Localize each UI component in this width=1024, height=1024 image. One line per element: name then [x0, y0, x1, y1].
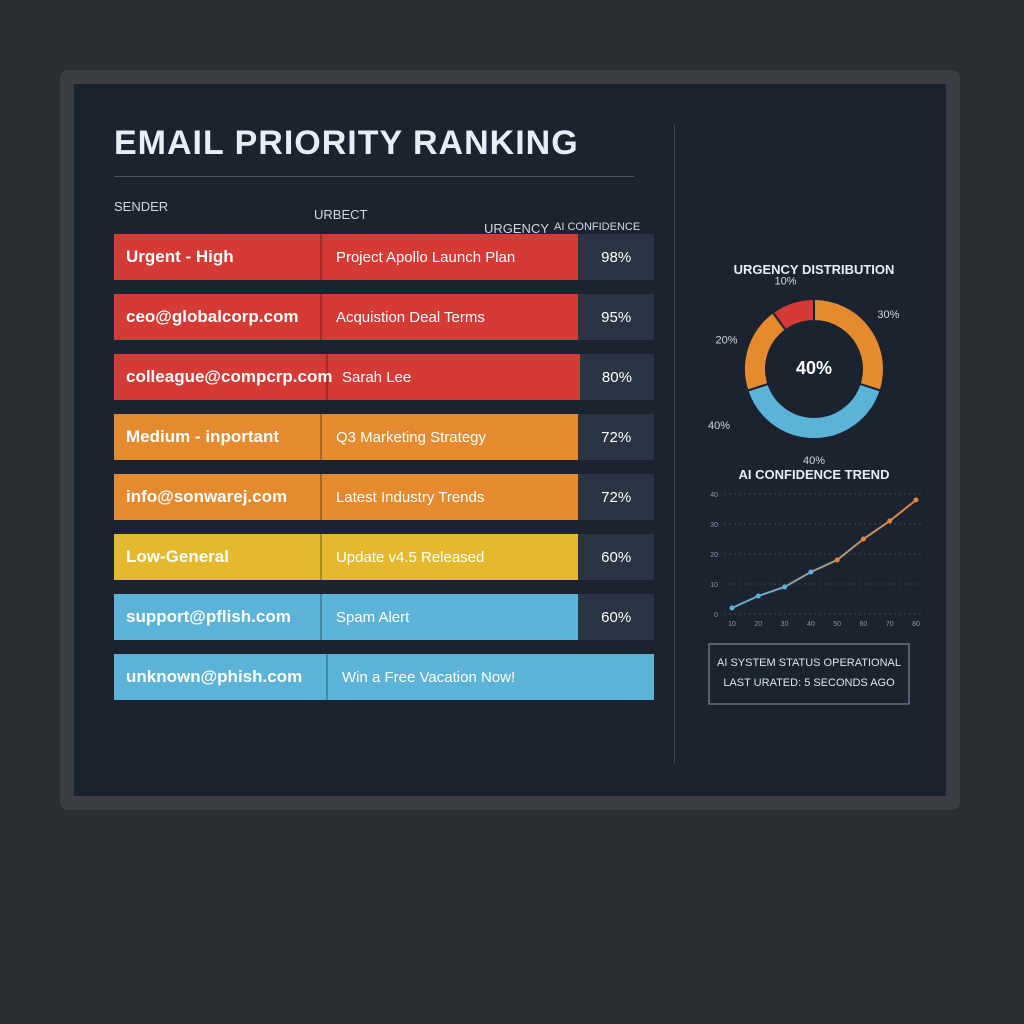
- confidence: 98%: [578, 234, 654, 280]
- trend-point: [834, 557, 840, 563]
- sender: Urgent - High: [114, 234, 322, 280]
- sender: unknown@phish.com: [114, 654, 328, 700]
- donut-segment: [746, 382, 882, 440]
- sender: Medium - inportant: [114, 414, 322, 460]
- status-text: AI SYSTEM STATUS OPERATIONAL: [717, 657, 901, 669]
- y-tick-label: 20: [710, 552, 718, 559]
- subject: Acquistion Deal Terms: [335, 308, 485, 326]
- email-row: Low-General Update v4.5 Released 60%: [114, 534, 654, 580]
- y-tick-label: 10: [710, 582, 718, 589]
- x-tick-label: 20: [754, 621, 762, 628]
- donut-label: 10%: [775, 275, 797, 287]
- x-tick-label: 10: [728, 621, 736, 628]
- donut-label: 30%: [877, 309, 899, 321]
- subject: Latest Industry Trends: [335, 488, 485, 506]
- donut-center: 40%: [796, 358, 832, 378]
- divider: [114, 176, 634, 177]
- subject: Update v4.5 Released: [335, 548, 485, 566]
- donut-segment: [743, 310, 788, 392]
- subject: Q3 Marketing Strategy: [335, 428, 487, 446]
- email-list: Urgent - High Project Apollo Launch Plan 9…: [114, 234, 654, 714]
- trend-point: [913, 497, 919, 503]
- column-header: URGENCY: [484, 221, 550, 236]
- sender: support@pflish.com: [114, 594, 322, 640]
- donut-label: 40%: [803, 455, 825, 467]
- x-tick-label: 60: [860, 621, 868, 628]
- y-tick-label: 30: [710, 522, 718, 529]
- column-header: URBECT: [314, 207, 368, 222]
- sender: colleague@compcrp.com: [114, 354, 332, 400]
- confidence: 95%: [578, 294, 654, 340]
- confidence: 72%: [578, 474, 654, 520]
- email-row: colleague@compcrp.com Sarah Lee 80%: [114, 354, 654, 400]
- status-box: [708, 643, 910, 705]
- x-tick-label: 80: [912, 621, 920, 628]
- column-header: SENDER: [114, 199, 169, 214]
- trend-point: [860, 536, 866, 542]
- trend-point: [808, 569, 814, 575]
- donut-label: 40%: [708, 420, 730, 432]
- confidence: 60%: [578, 534, 654, 580]
- trend-line: [731, 499, 917, 609]
- sender: Low-General: [114, 534, 322, 580]
- confidence: 72%: [578, 414, 654, 460]
- trend-title: AI CONFIDENCE TREND: [739, 467, 890, 482]
- subject: Sarah Lee: [342, 368, 412, 386]
- x-tick-label: 50: [833, 621, 841, 628]
- sender: info@sonwarej.com: [114, 474, 322, 520]
- x-tick-label: 30: [781, 621, 789, 628]
- confidence: 60%: [578, 594, 654, 640]
- email-row: Urgent - High Project Apollo Launch Plan 9…: [114, 234, 654, 280]
- column-header: AI CONFIDENCE: [554, 221, 641, 233]
- email-row: support@pflish.com Spam Alert 60%: [114, 594, 654, 640]
- subject: Project Apollo Launch Plan: [335, 248, 516, 266]
- monitor-screen: EMAIL PRIORITY RANKING SENDER URBECT URG…: [60, 70, 960, 810]
- sender: ceo@globalcorp.com: [114, 294, 322, 340]
- email-row: ceo@globalcorp.com Acquistion Deal Terms 9…: [114, 294, 654, 340]
- y-tick-label: 0: [714, 612, 718, 619]
- x-tick-label: 40: [807, 621, 815, 628]
- divider: [674, 124, 675, 764]
- donut-label: 20%: [715, 334, 737, 346]
- trend-point: [755, 593, 761, 599]
- trend-point: [887, 518, 893, 524]
- email-row: Medium - inportant Q3 Marketing Strategy 7…: [114, 414, 654, 460]
- confidence: 80%: [579, 354, 654, 400]
- x-tick-label: 70: [886, 621, 894, 628]
- donut-title: URGENCY DISTRIBUTION: [734, 262, 895, 277]
- subject: Spam Alert: [335, 608, 410, 626]
- title: EMAIL PRIORITY RANKING: [114, 124, 579, 162]
- y-tick-label: 40: [710, 492, 718, 499]
- status-text: LAST URATED: 5 SECONDS AGO: [723, 677, 895, 689]
- side-panel: URGENCY DISTRIBUTION AI CONFIDENCE TREND…: [708, 262, 924, 705]
- trend-point: [782, 584, 788, 590]
- trend-point: [729, 605, 735, 611]
- subject: Win a Free Vacation Now!: [342, 668, 516, 686]
- donut-segment: [771, 297, 815, 332]
- email-row: unknown@phish.com Win a Free Vacation Now…: [114, 654, 654, 700]
- email-row: info@sonwarej.com Latest Industry Trends 7…: [114, 474, 654, 520]
